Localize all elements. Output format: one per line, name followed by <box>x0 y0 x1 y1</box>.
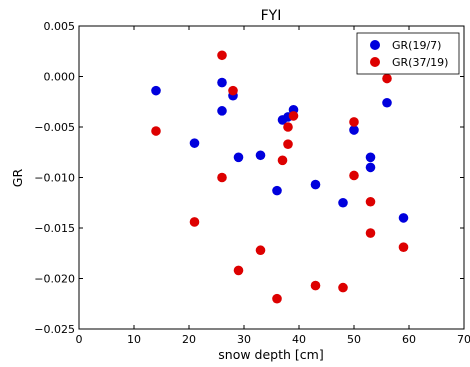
point-gr-19-7 <box>151 85 161 96</box>
x-tick-label: 20 <box>182 333 196 346</box>
y-tick-label: −0.015 <box>34 222 75 235</box>
point-gr-37-19 <box>255 245 266 256</box>
point-gr-19-7 <box>217 77 227 88</box>
point-gr-37-19 <box>272 293 282 304</box>
point-gr-37-19 <box>217 172 227 183</box>
point-gr-37-19 <box>365 228 376 238</box>
point-gr-37-19 <box>283 122 293 132</box>
point-gr-37-19 <box>349 170 359 181</box>
y-tick-label: 0.000 <box>44 71 76 84</box>
plot-area <box>78 25 465 330</box>
point-gr-19-7 <box>217 106 227 116</box>
point-gr-19-7 <box>365 162 376 173</box>
x-tick-label: 70 <box>457 333 470 346</box>
legend-marker-gr-19-7 <box>370 40 380 50</box>
point-gr-19-7 <box>349 125 359 135</box>
point-gr-37-19 <box>365 196 376 207</box>
point-gr-19-7 <box>255 150 266 161</box>
y-tick-label: −0.025 <box>34 323 75 336</box>
y-axis-label: GR <box>10 169 25 188</box>
x-tick-label: 50 <box>347 333 361 346</box>
axis-ticks: 0 10 20 30 40 50 60 70 0.005 0.000 −0.005 −0.010 −0.… <box>34 20 470 346</box>
point-gr-19-7 <box>189 138 200 148</box>
point-gr-37-19 <box>310 280 321 291</box>
point-gr-19-7 <box>382 97 392 108</box>
point-gr-19-7 <box>233 152 244 163</box>
point-gr-37-19 <box>288 111 299 121</box>
point-gr-19-7 <box>398 213 409 223</box>
point-gr-37-19 <box>189 217 200 227</box>
point-gr-37-19 <box>382 73 392 84</box>
x-tick-label: 60 <box>402 333 416 346</box>
point-gr-37-19 <box>283 139 293 149</box>
y-tick-label: −0.010 <box>34 172 75 185</box>
legend-label-gr-19-7: GR(19/7) <box>392 39 441 52</box>
point-gr-37-19 <box>217 50 227 61</box>
data-points <box>151 50 409 304</box>
point-gr-19-7 <box>272 185 282 196</box>
point-gr-19-7 <box>338 197 348 208</box>
point-gr-19-7 <box>365 152 376 163</box>
legend-marker-gr-37-19 <box>370 57 380 67</box>
point-gr-37-19 <box>338 282 348 293</box>
legend-box <box>356 32 460 75</box>
point-gr-37-19 <box>398 242 409 252</box>
legend: GR(19/7) GR(37/19) <box>356 32 460 75</box>
point-gr-37-19 <box>228 85 238 96</box>
point-gr-37-19 <box>151 126 161 136</box>
x-tick-label: 30 <box>237 333 251 346</box>
y-tick-label: −0.020 <box>34 273 75 286</box>
point-gr-37-19 <box>349 117 359 127</box>
point-gr-19-7 <box>310 179 321 190</box>
chart-title: FYI <box>261 8 282 24</box>
legend-label-gr-37-19: GR(37/19) <box>392 56 448 69</box>
point-gr-37-19 <box>233 265 244 276</box>
x-tick-label: 0 <box>76 333 83 346</box>
y-tick-label: −0.005 <box>34 121 75 134</box>
point-gr-37-19 <box>277 155 288 166</box>
y-tick-label: 0.005 <box>44 20 76 33</box>
x-tick-label: 10 <box>127 333 141 346</box>
x-axis-label: snow depth [cm] <box>218 347 323 362</box>
x-tick-label: 40 <box>292 333 306 346</box>
